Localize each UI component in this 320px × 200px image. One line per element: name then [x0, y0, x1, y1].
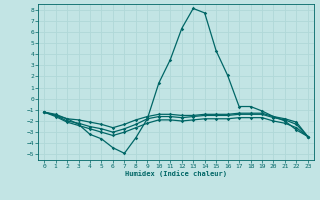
X-axis label: Humidex (Indice chaleur): Humidex (Indice chaleur): [125, 171, 227, 177]
